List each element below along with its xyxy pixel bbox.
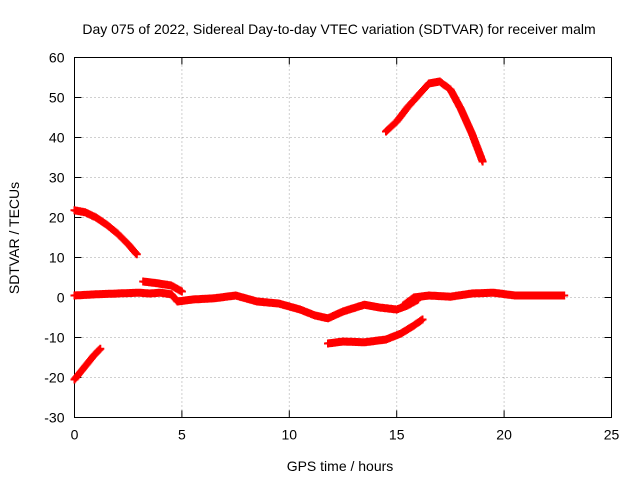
y-tick-label: 40: [49, 130, 65, 146]
grid-lines: [74, 57, 612, 418]
y-tick-label: 20: [49, 210, 65, 226]
x-tick-label: 15: [389, 427, 405, 443]
y-tick-label: 50: [49, 90, 65, 106]
series-arc-4: [139, 277, 186, 296]
y-tick-label: 10: [49, 250, 65, 266]
series-arc-5: [173, 291, 423, 323]
x-tick-label: 20: [496, 427, 512, 443]
data-point-markers: [324, 315, 427, 348]
data-point-markers: [382, 77, 487, 166]
data-point-markers: [70, 206, 141, 259]
data-point-markers: [173, 291, 423, 323]
series-arc-3: [70, 288, 182, 306]
data-point-markers: [70, 344, 105, 384]
data-point-markers: [139, 277, 186, 296]
x-tick-label: 25: [604, 427, 620, 443]
y-tick-label: 60: [49, 50, 65, 66]
data-point-markers: [399, 288, 569, 310]
x-tick-label: 10: [282, 427, 298, 443]
plot-frame: [74, 57, 612, 418]
y-axis-label: SDTVAR / TECUs: [6, 182, 22, 294]
y-tick-label: -20: [44, 370, 64, 386]
series-arc-1: [70, 206, 141, 259]
x-axis-label: GPS time / hours: [287, 458, 394, 474]
chart-title: Day 075 of 2022, Sidereal Day-to-day VTE…: [82, 21, 595, 37]
y-tick-label: 0: [57, 290, 65, 306]
x-tick-label: 0: [71, 427, 79, 443]
data-point-markers: [70, 288, 182, 306]
series-arc-7: [324, 315, 427, 348]
x-tick-label: 5: [178, 427, 186, 443]
y-tick-label: -30: [44, 410, 64, 426]
series-arc-2: [70, 344, 105, 384]
y-tick-label: 30: [49, 170, 65, 186]
data-marks: [70, 77, 569, 384]
series-arc-8: [382, 77, 487, 166]
y-tick-label: -10: [44, 330, 64, 346]
axis-ticks: -30 -20 -10 0 10 20 30 40 50 60 0 5 10 15 20 25: [44, 50, 619, 443]
series-arc-6: [399, 288, 569, 310]
